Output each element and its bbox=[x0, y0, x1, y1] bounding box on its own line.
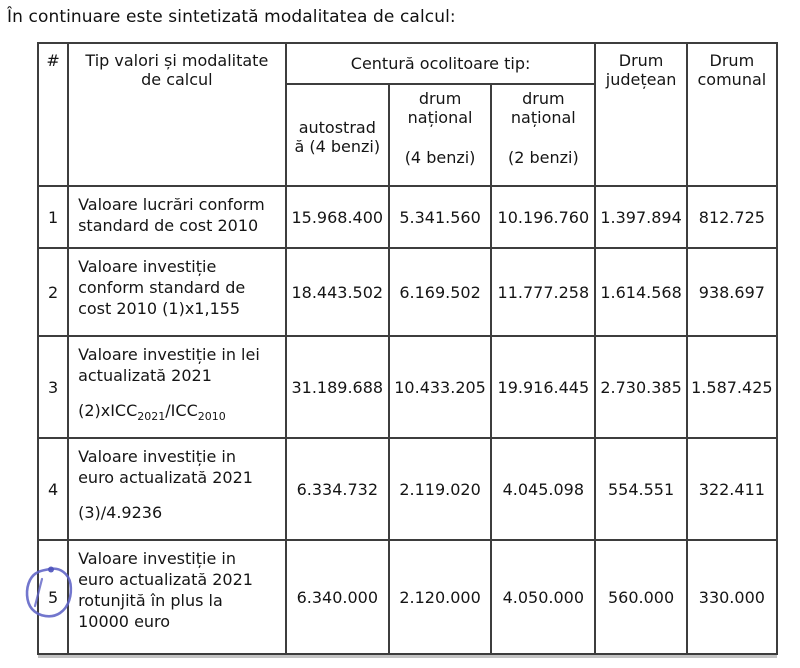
value-cell: 4.050.000 bbox=[490, 539, 597, 655]
value-cell: 1.397.894 bbox=[594, 185, 688, 249]
row-label: Valoare investiție in lei actualizată 20… bbox=[67, 335, 287, 439]
table-row: 5 Valoare investiție in euro actualizată… bbox=[36, 539, 779, 655]
row-formula: (2)xICC2021/ICC2010 bbox=[78, 401, 226, 424]
row-number: 2 bbox=[36, 247, 70, 337]
value-cell: 1.614.568 bbox=[594, 247, 688, 337]
table-row: 3 Valoare investiție in lei actualizată … bbox=[36, 335, 779, 439]
value-cell: 10.196.760 bbox=[490, 185, 597, 249]
table-row: 4 Valoare investiție in euro actualizată… bbox=[36, 437, 779, 541]
row-label-text: Valoare investiție in euro actualizată 2… bbox=[78, 447, 253, 488]
col-header-drum-national-4: drum național (4 benzi) bbox=[387, 83, 493, 187]
row-number: 5 bbox=[36, 539, 70, 655]
col-header-type: Tip valori și modalitate de calcul bbox=[67, 42, 287, 187]
col-header-drum-comunal: Drum comunal bbox=[685, 42, 779, 187]
col-header-autostrada: autostrad ă (4 benzi) bbox=[284, 83, 390, 187]
value-cell: 1.587.425 bbox=[685, 335, 779, 439]
value-cell: 5.341.560 bbox=[387, 185, 493, 249]
col-header-drum-judetean: Drum județean bbox=[594, 42, 688, 187]
row-label: Valoare investiție in euro actualizată 2… bbox=[67, 437, 287, 541]
value-cell: 938.697 bbox=[685, 247, 779, 337]
col-header-group-centura: Centură ocolitoare tip: bbox=[284, 42, 597, 85]
value-cell: 6.169.502 bbox=[387, 247, 493, 337]
value-cell: 2.119.020 bbox=[387, 437, 493, 541]
calculation-table: # Tip valori și modalitate de calcul Cen… bbox=[36, 42, 779, 655]
value-cell: 554.551 bbox=[594, 437, 688, 541]
value-cell: 15.968.400 bbox=[284, 185, 390, 249]
value-cell: 330.000 bbox=[685, 539, 779, 655]
value-cell: 812.725 bbox=[685, 185, 779, 249]
row-number: 3 bbox=[36, 335, 70, 439]
table-row: 2 Valoare investiție conform standard de… bbox=[36, 247, 779, 337]
value-cell: 4.045.098 bbox=[490, 437, 597, 541]
header-row-group: # Tip valori și modalitate de calcul Cen… bbox=[36, 42, 779, 187]
value-cell: 18.443.502 bbox=[284, 247, 390, 337]
row-label-text: Valoare investiție in lei actualizată 20… bbox=[78, 345, 260, 386]
value-cell: 31.189.688 bbox=[284, 335, 390, 439]
value-cell: 2.120.000 bbox=[387, 539, 493, 655]
row-number: 1 bbox=[36, 185, 70, 249]
row-label: Valoare investiție in euro actualizată 2… bbox=[67, 539, 287, 655]
value-cell: 19.916.445 bbox=[490, 335, 597, 439]
value-cell: 2.730.385 bbox=[594, 335, 688, 439]
row-label: Valoare investiție conform standard de c… bbox=[67, 247, 287, 337]
row-label: Valoare lucrări conform standard de cost… bbox=[67, 185, 287, 249]
header-row-sub: autostrad ă (4 benzi) drum național (4 b… bbox=[38, 83, 777, 187]
row-number: 4 bbox=[36, 437, 70, 541]
intro-text: În continuare este sintetizată modalitat… bbox=[7, 7, 456, 27]
value-cell: 10.433.205 bbox=[387, 335, 493, 439]
value-cell: 6.340.000 bbox=[284, 539, 390, 655]
value-cell: 6.334.732 bbox=[284, 437, 390, 541]
table-row: 1 Valoare lucrări conform standard de co… bbox=[36, 185, 779, 249]
value-cell: 560.000 bbox=[594, 539, 688, 655]
value-cell: 11.777.258 bbox=[490, 247, 597, 337]
col-header-number: # bbox=[36, 42, 70, 187]
col-header-drum-national-2: drum național (2 benzi) bbox=[490, 83, 597, 187]
row-formula: (3)/4.9236 bbox=[78, 503, 163, 523]
value-cell: 322.411 bbox=[685, 437, 779, 541]
